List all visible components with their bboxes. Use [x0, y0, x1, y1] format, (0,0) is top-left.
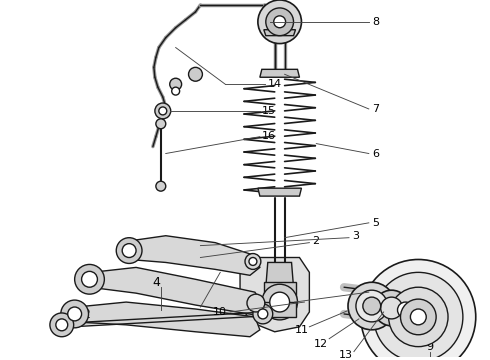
Circle shape [274, 16, 286, 28]
Text: 13: 13 [339, 350, 353, 360]
Circle shape [61, 300, 89, 328]
Circle shape [392, 296, 419, 324]
Circle shape [156, 181, 166, 191]
Circle shape [56, 319, 68, 331]
Text: 16: 16 [262, 131, 276, 141]
Text: 3: 3 [352, 231, 359, 241]
Text: 4: 4 [152, 276, 160, 289]
Text: 14: 14 [268, 79, 282, 89]
Polygon shape [90, 267, 265, 315]
Circle shape [363, 297, 381, 315]
Text: 7: 7 [372, 104, 379, 114]
Text: 12: 12 [314, 339, 328, 349]
Circle shape [245, 253, 261, 269]
Circle shape [116, 238, 142, 264]
Text: 2: 2 [83, 309, 91, 321]
Text: 2: 2 [312, 236, 319, 246]
Circle shape [172, 87, 180, 95]
Text: 15: 15 [262, 106, 276, 116]
Circle shape [356, 290, 388, 322]
Circle shape [389, 287, 448, 347]
Circle shape [266, 8, 294, 36]
Circle shape [258, 309, 268, 319]
Circle shape [74, 265, 104, 294]
Polygon shape [74, 302, 260, 337]
Circle shape [170, 78, 182, 90]
Circle shape [361, 260, 476, 360]
Polygon shape [264, 302, 295, 317]
Circle shape [270, 292, 290, 312]
Circle shape [156, 119, 166, 129]
Circle shape [381, 297, 402, 319]
Polygon shape [240, 257, 309, 332]
Text: 5: 5 [372, 218, 379, 228]
Text: 6: 6 [372, 149, 379, 158]
Circle shape [348, 282, 395, 330]
Text: 8: 8 [372, 17, 379, 27]
Circle shape [189, 67, 202, 81]
Polygon shape [266, 262, 294, 287]
Circle shape [155, 103, 171, 119]
Circle shape [400, 299, 436, 335]
Circle shape [374, 290, 410, 326]
Circle shape [247, 294, 265, 312]
Polygon shape [264, 282, 295, 302]
Text: 1: 1 [372, 287, 379, 297]
Circle shape [122, 244, 136, 257]
Circle shape [249, 257, 257, 265]
Polygon shape [272, 28, 288, 40]
Circle shape [68, 307, 82, 321]
Polygon shape [258, 188, 301, 196]
Circle shape [159, 107, 167, 115]
Circle shape [82, 271, 98, 287]
Circle shape [262, 284, 297, 320]
Polygon shape [260, 69, 299, 77]
Text: 11: 11 [294, 325, 308, 335]
Circle shape [253, 304, 273, 324]
Circle shape [374, 273, 463, 360]
Text: 9: 9 [427, 342, 434, 352]
Circle shape [411, 309, 426, 325]
Polygon shape [264, 30, 295, 36]
Polygon shape [129, 236, 260, 275]
Circle shape [397, 302, 414, 318]
Text: 10: 10 [213, 307, 227, 317]
Circle shape [50, 313, 74, 337]
Circle shape [258, 0, 301, 44]
